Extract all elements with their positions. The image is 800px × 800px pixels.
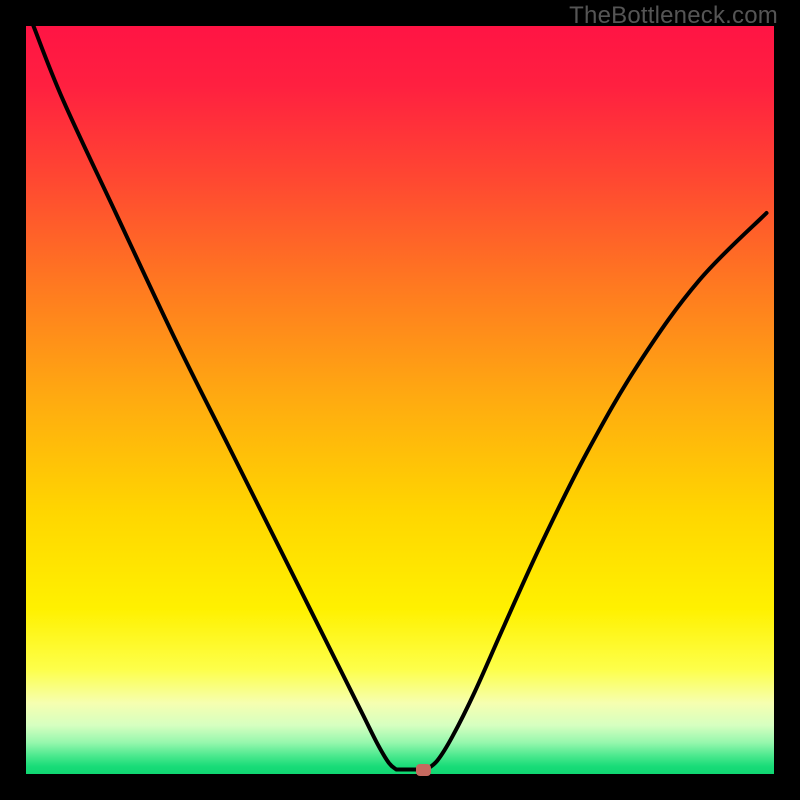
watermark-text: TheBottleneck.com [569, 2, 778, 30]
optimum-marker [416, 764, 431, 776]
gradient-field [26, 26, 774, 774]
